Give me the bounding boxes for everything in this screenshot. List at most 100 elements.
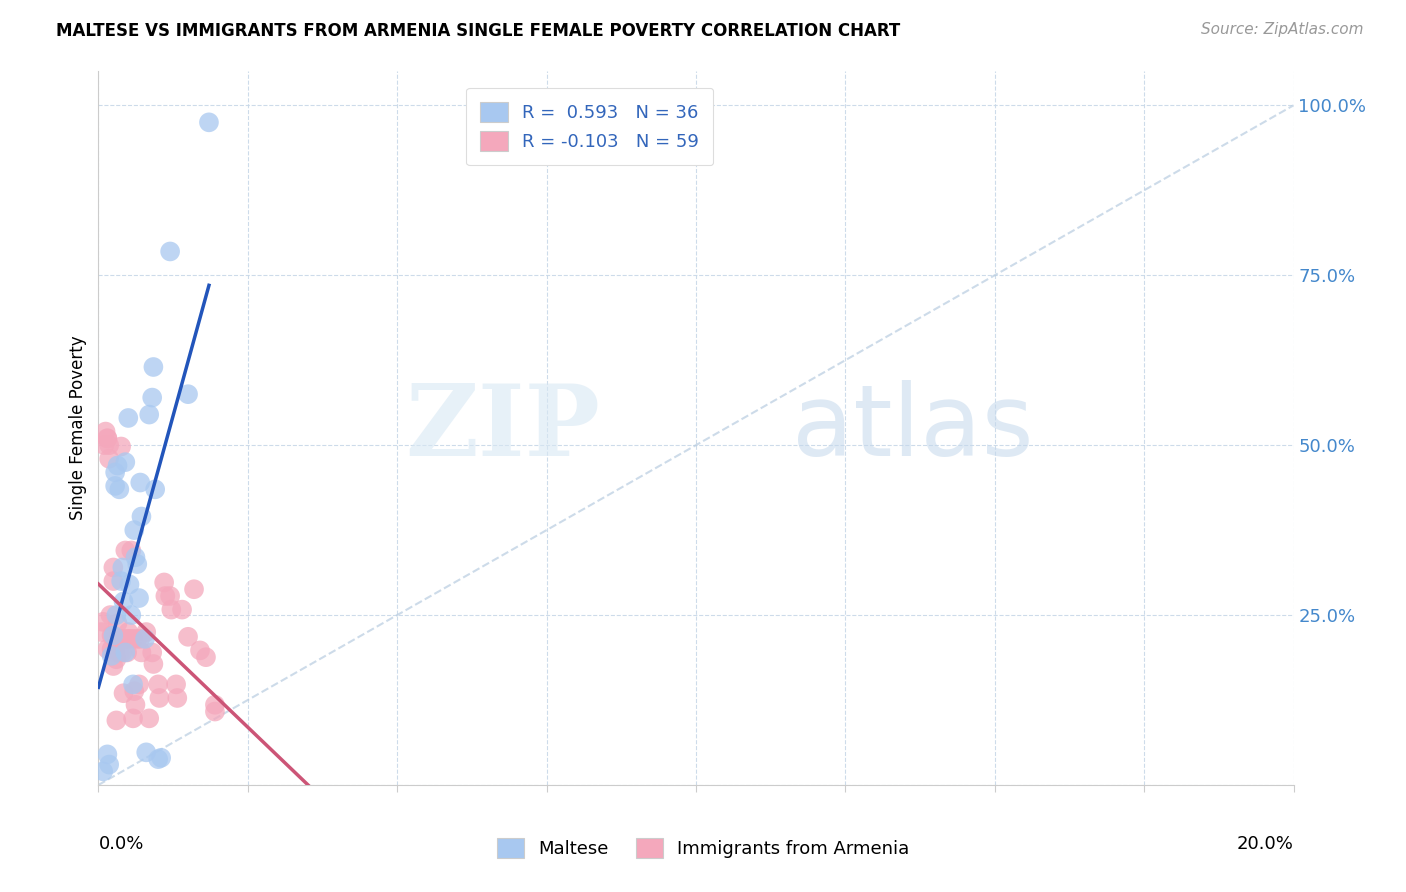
Text: 0.0%: 0.0% [98, 835, 143, 853]
Point [105, 608, 128, 623]
Point [141, 645, 163, 659]
Point [155, 589, 177, 603]
Point [177, 387, 200, 401]
Point [142, 657, 165, 671]
Point [127, 632, 149, 646]
Point [131, 645, 153, 659]
Point [108, 632, 131, 646]
Point [148, 690, 170, 705]
Point [96, 431, 118, 445]
Point [104, 466, 127, 480]
Point [142, 359, 165, 374]
Point [103, 659, 125, 673]
Point [166, 690, 188, 705]
Point [96, 431, 118, 445]
Point [135, 745, 157, 759]
Point [159, 244, 181, 259]
Point [94, 425, 117, 439]
Point [134, 632, 156, 646]
Point [96, 747, 118, 762]
Point [108, 483, 131, 497]
Point [114, 645, 136, 659]
Point [115, 645, 138, 659]
Point [129, 475, 152, 490]
Point [117, 411, 139, 425]
Point [111, 632, 134, 646]
Point [111, 645, 134, 659]
Point [124, 550, 146, 565]
Point [129, 632, 152, 646]
Point [124, 684, 146, 698]
Point [122, 711, 145, 725]
Point [195, 650, 218, 665]
Point [103, 560, 125, 574]
Point [111, 560, 134, 574]
Point [160, 602, 183, 616]
Point [114, 455, 136, 469]
Point [148, 677, 170, 691]
Point [118, 632, 141, 646]
Point [110, 574, 132, 588]
Point [148, 752, 170, 766]
Point [103, 628, 125, 642]
Point [98, 438, 121, 452]
Point [124, 523, 146, 537]
Point [183, 582, 205, 597]
Point [122, 677, 145, 691]
Point [120, 543, 142, 558]
Point [143, 483, 166, 497]
Point [138, 408, 160, 422]
Point [114, 543, 136, 558]
Point [159, 589, 181, 603]
Point [104, 632, 127, 646]
Point [100, 628, 122, 642]
Point [96, 642, 118, 657]
Point [115, 632, 138, 646]
Point [98, 608, 122, 623]
Point [172, 602, 194, 616]
Point [128, 677, 150, 691]
Point [98, 757, 121, 772]
Point [110, 440, 132, 454]
Point [98, 451, 121, 466]
Point [100, 642, 122, 657]
Point [141, 391, 163, 405]
Point [105, 714, 128, 728]
Text: Source: ZipAtlas.com: Source: ZipAtlas.com [1201, 22, 1364, 37]
Text: ZIP: ZIP [405, 380, 600, 476]
Point [138, 711, 160, 725]
Point [204, 705, 226, 719]
Point [107, 458, 129, 473]
Point [128, 591, 150, 605]
Point [188, 643, 211, 657]
Point [177, 630, 200, 644]
Point [104, 479, 127, 493]
Point [165, 677, 187, 691]
Text: MALTESE VS IMMIGRANTS FROM ARMENIA SINGLE FEMALE POVERTY CORRELATION CHART: MALTESE VS IMMIGRANTS FROM ARMENIA SINGL… [56, 22, 900, 40]
Point [90, 625, 112, 640]
Point [127, 557, 149, 571]
Text: atlas: atlas [792, 380, 1033, 476]
Y-axis label: Single Female Poverty: Single Female Poverty [69, 336, 87, 520]
Point [150, 751, 173, 765]
Point [153, 575, 176, 590]
Point [204, 698, 226, 712]
Point [120, 608, 142, 623]
Point [100, 648, 122, 663]
Point [105, 652, 128, 666]
Point [118, 577, 141, 591]
Point [108, 645, 131, 659]
Point [124, 698, 146, 712]
Point [107, 616, 129, 631]
Point [112, 594, 135, 608]
Point [91, 764, 114, 779]
Point [91, 615, 114, 629]
Point [104, 645, 127, 659]
Text: 20.0%: 20.0% [1237, 835, 1294, 853]
Point [93, 438, 115, 452]
Point [103, 574, 125, 588]
Point [131, 509, 153, 524]
Point [198, 115, 221, 129]
Point [117, 625, 139, 640]
Legend: Maltese, Immigrants from Armenia: Maltese, Immigrants from Armenia [489, 830, 917, 865]
